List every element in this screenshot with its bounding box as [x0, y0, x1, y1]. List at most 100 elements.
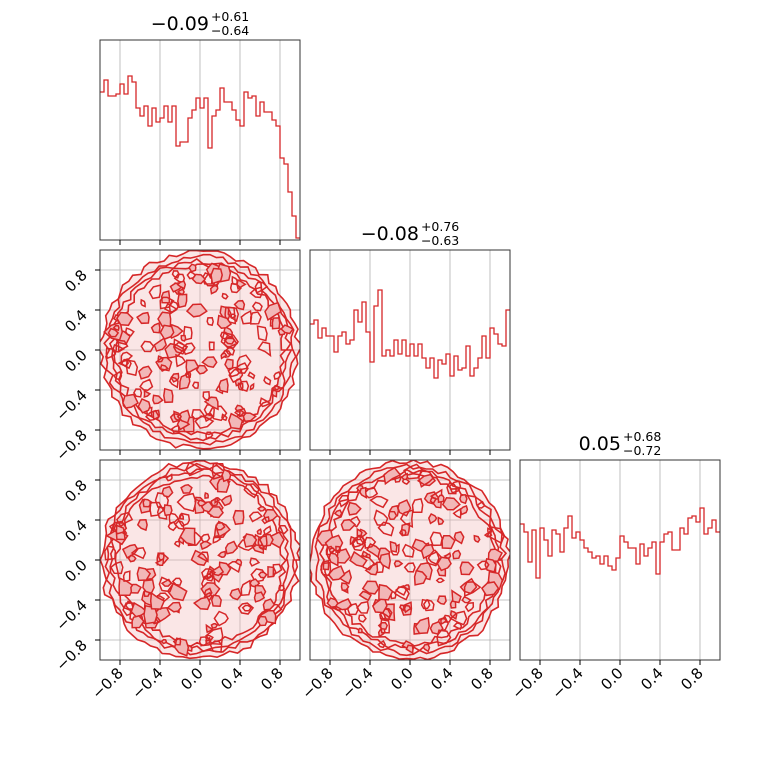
contour-blob: [257, 571, 268, 579]
contour-blob: [259, 397, 272, 408]
histogram-series-3: [520, 507, 720, 579]
contour-blob: [220, 352, 228, 360]
contour-blob: [190, 549, 209, 567]
y-tick-label: 0.8: [61, 476, 91, 506]
contour-blob: [234, 362, 249, 374]
contour-blob: [191, 273, 207, 285]
contour-blob: [328, 547, 336, 554]
contour-blob: [257, 535, 268, 551]
contour-blob: [149, 501, 165, 517]
y-tick-label: −0.8: [52, 636, 90, 674]
contour-blob: [422, 598, 435, 612]
contour-blob: [230, 313, 237, 319]
x-tick-label: 0.4: [427, 664, 457, 694]
contour-blob: [199, 533, 211, 543]
contour-blob: [464, 601, 475, 613]
contour-blob: [441, 497, 461, 511]
contour-blob: [277, 524, 289, 535]
contour-blob: [165, 473, 173, 482]
contour-blob: [263, 525, 272, 536]
contour-blob: [427, 513, 438, 525]
contour-blob: [191, 381, 199, 389]
contour-blob: [214, 497, 222, 505]
contour-blob: [149, 591, 166, 610]
x-tick-label: 0.8: [467, 664, 497, 694]
contour-blob: [257, 615, 268, 627]
contour-blob: [212, 535, 222, 544]
param-title-2: −0.08 +0.76 −0.63: [361, 219, 460, 248]
histogram-series-1: [100, 75, 300, 239]
x-tick-label: 0.0: [387, 664, 417, 694]
contour-blob: [143, 389, 152, 399]
contour-blob: [112, 324, 120, 332]
contour-blob: [221, 292, 229, 300]
contour-blob: [403, 463, 424, 480]
contour-blob: [237, 382, 244, 391]
contour-blob: [221, 413, 228, 422]
contour-blob: [107, 327, 120, 338]
contour-blob: [159, 364, 170, 372]
contour-blob: [452, 549, 462, 560]
contour-blob: [180, 484, 193, 494]
contour-blob: [436, 629, 452, 647]
contour-blob: [210, 267, 223, 285]
contour-blob: [383, 466, 402, 486]
contour-blob: [377, 521, 395, 537]
contour-blob: [204, 587, 213, 598]
contour-blob: [157, 355, 164, 363]
contour-blob: [272, 563, 283, 576]
contour-ring: [323, 472, 497, 648]
contour-blob: [206, 317, 214, 327]
contour-blob: [220, 494, 233, 507]
contour-blob: [176, 280, 187, 290]
contour-blob: [411, 498, 424, 513]
contour-blob: [208, 405, 228, 422]
x-tick-label: −0.8: [508, 664, 546, 702]
contour-blob: [486, 526, 506, 545]
param-median: −0.09: [151, 13, 209, 35]
x-tick-label: −0.4: [128, 664, 166, 702]
contour-blob: [340, 518, 357, 531]
contour-blob: [234, 408, 245, 418]
contour-blob: [161, 485, 174, 498]
contour-blob: [166, 601, 182, 613]
contour-blob: [418, 468, 435, 488]
contour-blob: [377, 640, 387, 649]
x-tick-label: −0.4: [548, 664, 586, 702]
x-tick-label: 0.0: [597, 664, 627, 694]
contour-ring: [100, 250, 300, 450]
contour-blob: [219, 331, 229, 340]
contour-blob: [201, 568, 217, 581]
contour-blob: [125, 327, 135, 337]
param-title-1: −0.09 +0.61 −0.64: [151, 9, 250, 38]
contour-blob: [171, 577, 183, 587]
contour-blob: [140, 298, 146, 308]
param-lower: −0.72: [623, 443, 661, 458]
contour-blob: [453, 531, 465, 545]
contour-blob: [473, 534, 481, 544]
contour-blob: [138, 365, 153, 380]
contour-blob: [487, 548, 503, 563]
contour-blob: [185, 461, 205, 477]
contour-blob: [271, 317, 281, 330]
contour-blob: [115, 511, 134, 528]
x-tick-label: 0.4: [217, 664, 247, 694]
contour-blob: [280, 324, 295, 335]
contour-blob: [459, 493, 468, 505]
contour-blob: [257, 506, 267, 512]
contour-blob: [217, 550, 227, 558]
contour-blob: [158, 576, 174, 593]
contour-blob: [249, 382, 255, 391]
contour-blob: [326, 597, 339, 608]
contour-blob: [476, 560, 490, 571]
contour-blob: [364, 536, 377, 550]
contour-blob: [185, 303, 208, 318]
contour-blob: [155, 356, 173, 372]
contour-blob: [256, 528, 262, 535]
contour-blob: [358, 614, 367, 623]
contour-blob: [405, 644, 414, 655]
contour-blob: [250, 568, 266, 583]
contour-blob: [215, 522, 226, 531]
contour-blob: [173, 410, 182, 422]
contour-blob: [213, 610, 229, 627]
